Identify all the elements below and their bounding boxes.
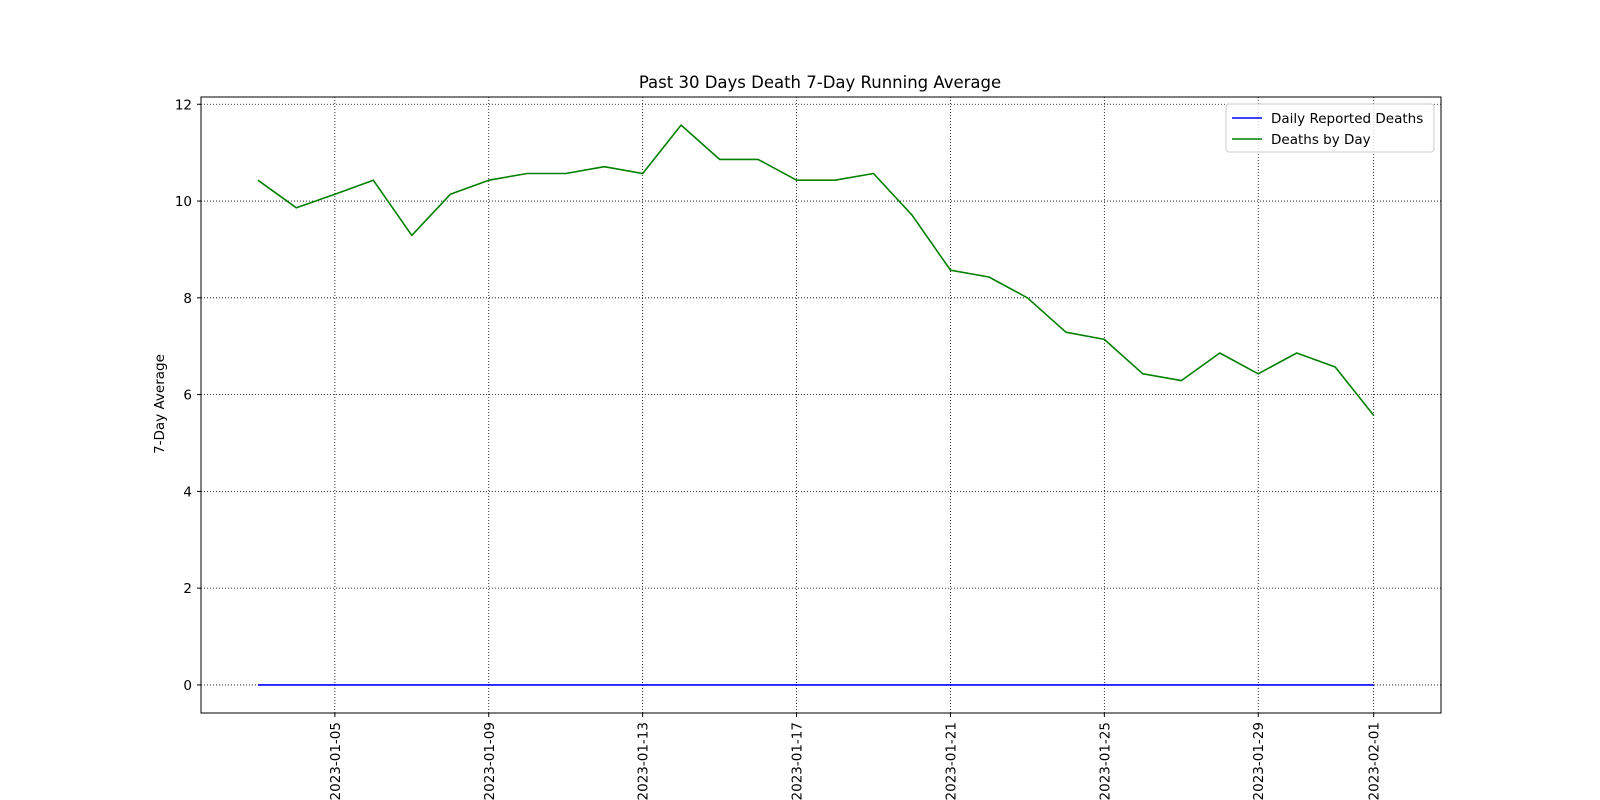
y-tick-label: 6 bbox=[183, 388, 192, 404]
x-tick-label: 2023-01-17 bbox=[790, 722, 806, 800]
x-tick-label: 2023-02-01 bbox=[1367, 722, 1383, 800]
grid-lines bbox=[201, 97, 1441, 713]
x-tick-label: 2023-01-25 bbox=[1097, 722, 1113, 800]
legend-entry: Daily Reported Deaths bbox=[1271, 111, 1423, 127]
plot-frame bbox=[200, 96, 1442, 714]
chart-title: Past 30 Days Death 7-Day Running Average bbox=[639, 73, 1001, 92]
x-tick-label: 2023-01-21 bbox=[943, 722, 959, 800]
y-tick-label: 8 bbox=[183, 291, 192, 307]
y-tick-label: 0 bbox=[183, 678, 192, 694]
x-tick-label: 2023-01-05 bbox=[328, 722, 344, 800]
y-tick-label: 10 bbox=[175, 194, 192, 210]
x-tick-label: 2023-01-29 bbox=[1251, 722, 1267, 800]
legend-box bbox=[1225, 103, 1435, 153]
axis-ticks: 0 2 4 6 8 10 12 2023-01-05 2023-01-09 2023-01-13 2… bbox=[175, 97, 1383, 800]
y-tick-label: 12 bbox=[175, 97, 192, 113]
x-tick-label: 2023-01-09 bbox=[482, 722, 498, 800]
x-tick-label: 2023-01-13 bbox=[636, 722, 652, 800]
y-axis-label: 7-Day Average bbox=[152, 354, 168, 454]
series-lines bbox=[257, 124, 1375, 686]
legend: Daily Reported Deaths Deaths by Day bbox=[1225, 103, 1435, 153]
legend-entry: Deaths by Day bbox=[1271, 132, 1371, 148]
y-tick-label: 2 bbox=[183, 581, 192, 597]
y-tick-label: 4 bbox=[183, 484, 192, 500]
series-line-deaths-by-day bbox=[257, 124, 1375, 416]
